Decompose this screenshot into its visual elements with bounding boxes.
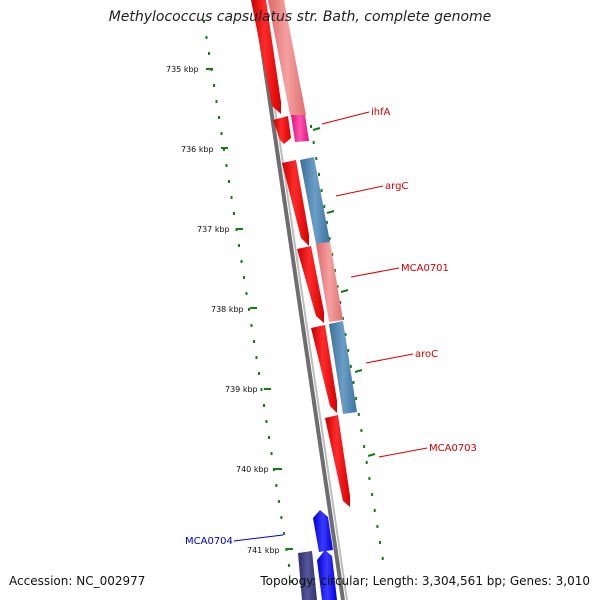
scale-dot <box>349 365 352 368</box>
scale-dot <box>381 557 384 560</box>
tick-label: 737 kbp <box>197 225 230 234</box>
scale-dot <box>270 452 273 455</box>
scale-dot <box>265 420 268 423</box>
gene-arrow[interactable] <box>251 0 281 114</box>
scale-dot <box>352 381 355 384</box>
gene-label-argC[interactable]: argC <box>385 181 408 192</box>
scale-dot <box>363 445 366 448</box>
gene-label-aroC[interactable]: aroC <box>415 349 438 360</box>
scale-track-dots <box>203 20 384 583</box>
scale-dot <box>273 468 275 471</box>
scale-dot <box>238 244 240 247</box>
gene-arrow[interactable] <box>311 325 337 413</box>
scale-dot <box>290 580 293 583</box>
scale-dot <box>243 276 245 279</box>
tick-label: 739 kbp <box>225 385 258 394</box>
scale-dot <box>336 285 339 288</box>
cds-lane <box>268 0 357 414</box>
forward-genes <box>251 0 350 507</box>
cds-block[interactable] <box>268 0 306 115</box>
scale-dot <box>225 164 228 167</box>
scale-dot <box>318 173 320 176</box>
scale-dot <box>223 148 225 151</box>
cds-block[interactable] <box>329 321 357 414</box>
accession-text: Accession: NC_002977 <box>9 574 146 588</box>
tick-label: 741 kbp <box>247 546 280 555</box>
scale-dot <box>331 253 334 256</box>
tick-label: 740 kbp <box>236 465 269 474</box>
reverse-genes <box>298 510 337 600</box>
scale-dot <box>320 189 323 192</box>
scale-dot <box>310 125 312 128</box>
scale-dot <box>373 509 376 512</box>
scale-dot <box>341 317 344 320</box>
gene-arrow[interactable] <box>282 160 309 246</box>
outer-scale-ticks <box>312 127 376 457</box>
scale-dot <box>203 20 205 23</box>
scale-dot <box>208 52 210 55</box>
scale-dot <box>376 525 379 528</box>
scale-dot <box>233 212 235 215</box>
gene-arrow[interactable] <box>313 510 333 552</box>
scale-dot <box>357 413 360 416</box>
scale-ticks: 735 kbp 736 kbp 737 kbp 738 kbp 739 kbp … <box>166 65 293 555</box>
scale-dot <box>258 372 260 375</box>
scale-dot <box>255 356 258 359</box>
scale-dot <box>323 205 326 208</box>
tick-label: 736 kbp <box>181 145 214 154</box>
scale-dot <box>368 477 371 480</box>
gene-arrow[interactable] <box>273 116 291 144</box>
tick-label: 735 kbp <box>166 65 199 74</box>
scale-dot <box>230 196 233 199</box>
scale-dot <box>260 388 263 391</box>
gene-labels: ihfA argC MCA0701 aroC MCA0703 MCA0704 <box>185 107 477 547</box>
scale-dot <box>328 237 331 240</box>
scale-dot <box>325 221 328 224</box>
scale-dot <box>344 333 347 336</box>
gene-label-MCA0703[interactable]: MCA0703 <box>429 443 477 454</box>
scale-dot <box>275 484 278 487</box>
gene-label-ihfA[interactable]: ihfA <box>371 107 391 118</box>
scale-dot <box>205 36 208 39</box>
scale-dot <box>287 564 290 567</box>
scale-dot <box>360 429 363 432</box>
scale-dot <box>215 100 218 103</box>
gene-arrow[interactable] <box>297 246 324 323</box>
gene-arrow[interactable] <box>317 550 337 600</box>
scale-dot <box>315 157 318 160</box>
scale-dot <box>365 461 368 464</box>
scale-dot <box>347 349 350 352</box>
scale-dot <box>312 141 315 144</box>
scale-dot <box>240 260 243 263</box>
scale-dot <box>263 404 265 407</box>
scale-dot <box>250 324 253 327</box>
tick-label: 738 kbp <box>211 305 244 314</box>
map-title: Methylococcus capsulatus str. Bath, comp… <box>108 9 492 25</box>
topology-text: Topology: circular; Length: 3,304,561 bp… <box>260 574 590 588</box>
gene-arrow[interactable] <box>298 551 317 600</box>
scale-dot <box>355 397 358 400</box>
scale-dot <box>282 532 285 535</box>
gene-label-MCA0701[interactable]: MCA0701 <box>401 263 449 274</box>
scale-dot <box>379 541 381 544</box>
scale-dot <box>253 340 255 343</box>
scale-dot <box>371 493 374 496</box>
gene-arrow[interactable] <box>325 415 350 507</box>
scale-dot <box>228 180 230 183</box>
scale-dot <box>220 132 223 135</box>
scale-dot <box>280 516 283 519</box>
scale-dot <box>339 301 342 304</box>
cds-block[interactable] <box>316 242 343 322</box>
scale-dot <box>248 308 250 311</box>
scale-dot <box>245 292 248 295</box>
gene-label-MCA0704[interactable]: MCA0704 <box>185 536 233 547</box>
scale-dot <box>277 500 280 503</box>
cds-block[interactable] <box>300 157 330 244</box>
scale-dot <box>268 436 270 439</box>
cds-block[interactable] <box>291 115 309 142</box>
scale-dot <box>218 116 220 119</box>
scale-dot <box>213 84 215 87</box>
scale-dot <box>333 269 336 272</box>
